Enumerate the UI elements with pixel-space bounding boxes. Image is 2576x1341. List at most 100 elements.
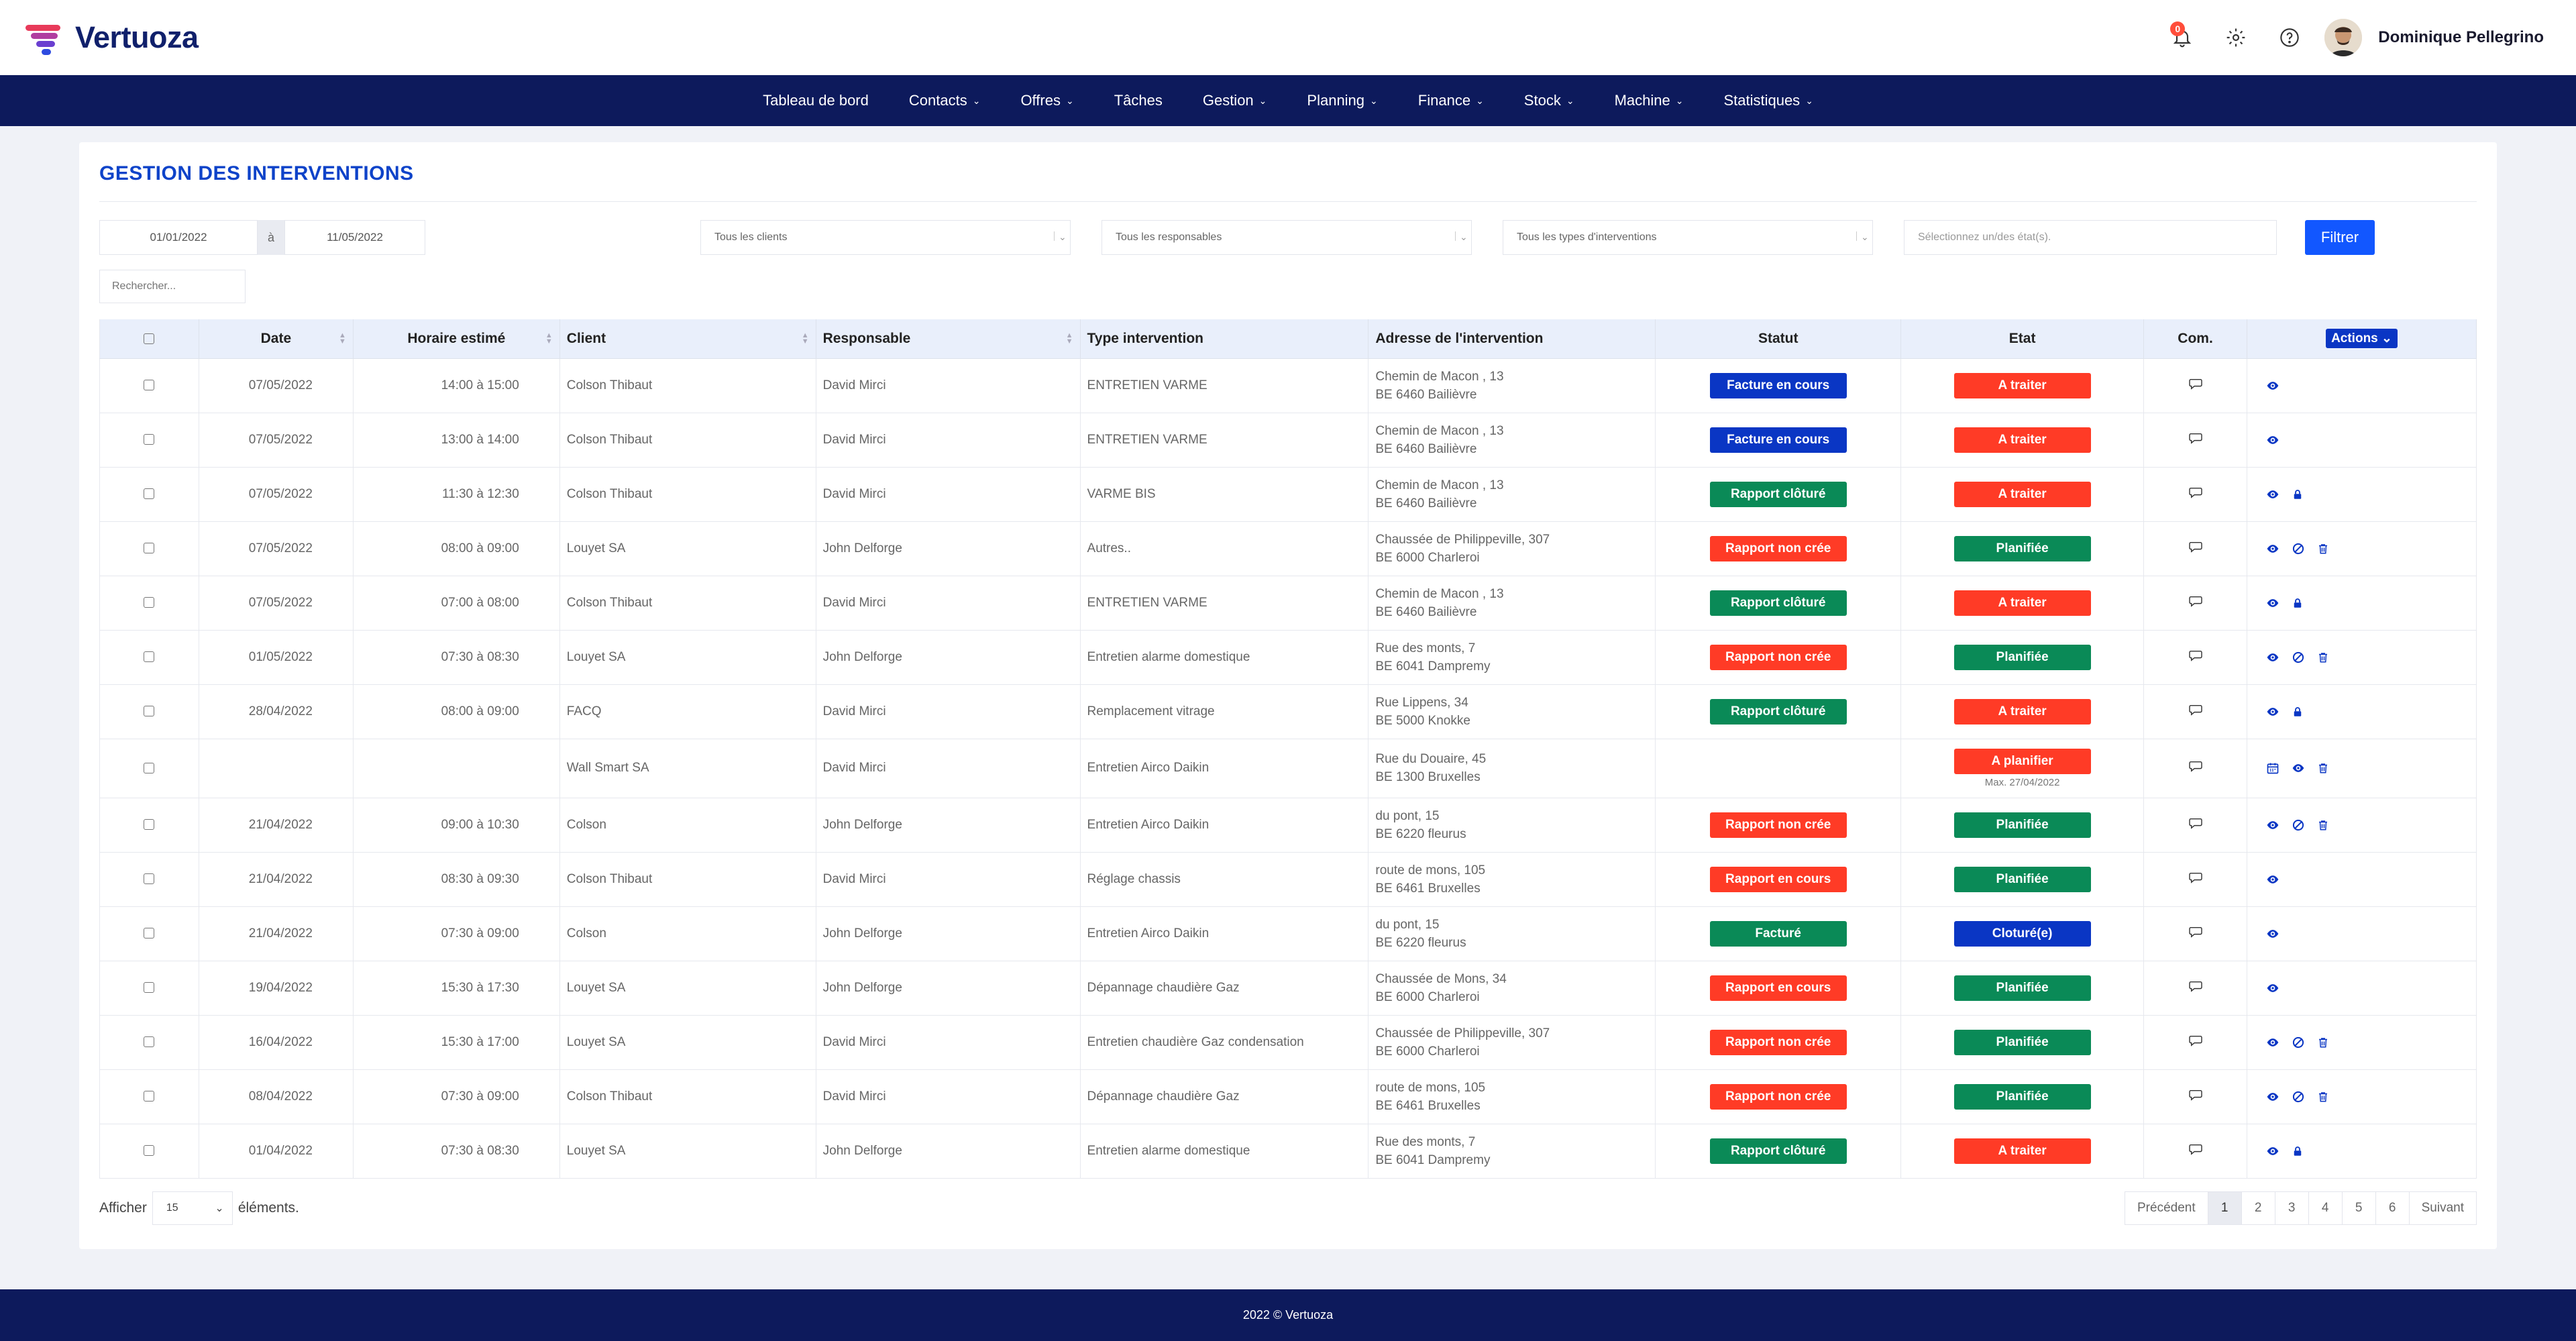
page-button[interactable]: 3: [2275, 1192, 2309, 1224]
comment-icon[interactable]: [2188, 760, 2203, 772]
table-row[interactable]: 21/04/2022 07:30 à 09:00 Colson John Del…: [99, 906, 2477, 961]
page-size-select[interactable]: 15 ⌄: [152, 1191, 233, 1225]
col-statut[interactable]: Statut: [1655, 319, 1902, 359]
date-to-input[interactable]: 11/05/2022: [284, 220, 425, 255]
lock-icon[interactable]: [2292, 597, 2304, 609]
nav-statistiques[interactable]: Statistiques ⌄: [1703, 92, 1833, 109]
table-row[interactable]: 07/05/2022 13:00 à 14:00 Colson Thibaut …: [99, 413, 2477, 468]
filter-button[interactable]: Filtrer: [2305, 220, 2375, 255]
table-row[interactable]: 07/05/2022 11:30 à 12:30 Colson Thibaut …: [99, 467, 2477, 522]
page-button[interactable]: 1: [2208, 1192, 2242, 1224]
nav-contacts[interactable]: Contacts ⌄: [889, 92, 1001, 109]
comment-icon[interactable]: [2188, 1034, 2203, 1047]
table-row[interactable]: 07/05/2022 07:00 à 08:00 Colson Thibaut …: [99, 576, 2477, 631]
actions-dropdown[interactable]: Actions ⌄: [2326, 329, 2398, 349]
view-icon[interactable]: [2266, 705, 2279, 718]
table-row[interactable]: 28/04/2022 08:00 à 09:00 FACQ David Mirc…: [99, 684, 2477, 739]
help-button[interactable]: [2268, 16, 2311, 59]
page-button[interactable]: 4: [2309, 1192, 2343, 1224]
page-button[interactable]: 5: [2343, 1192, 2376, 1224]
row-checkbox[interactable]: [144, 1091, 155, 1102]
table-row[interactable]: 21/04/2022 09:00 à 10:30 Colson John Del…: [99, 798, 2477, 853]
page-button[interactable]: 6: [2376, 1192, 2410, 1224]
row-checkbox[interactable]: [144, 982, 155, 994]
table-row[interactable]: 01/05/2022 07:30 à 08:30 Louyet SA John …: [99, 630, 2477, 685]
comment-icon[interactable]: [2188, 595, 2203, 607]
trash-icon[interactable]: [2317, 818, 2329, 832]
cancel-icon[interactable]: [2292, 1090, 2305, 1104]
responsable-select[interactable]: Tous les responsables ⌄: [1102, 220, 1472, 255]
user-name[interactable]: Dominique Pellegrino: [2378, 28, 2544, 46]
nav-finance[interactable]: Finance ⌄: [1398, 92, 1504, 109]
trash-icon[interactable]: [2317, 1090, 2329, 1104]
page-button[interactable]: 2: [2242, 1192, 2275, 1224]
notifications-button[interactable]: 0: [2161, 16, 2204, 59]
col-date[interactable]: Date ▲ ▼: [199, 319, 354, 359]
trash-icon[interactable]: [2317, 651, 2329, 664]
view-icon[interactable]: [2266, 873, 2279, 886]
view-icon[interactable]: [2266, 488, 2279, 501]
row-checkbox[interactable]: [144, 597, 155, 608]
comment-icon[interactable]: [2188, 817, 2203, 829]
client-select[interactable]: Tous les clients ⌄: [700, 220, 1071, 255]
view-icon[interactable]: [2266, 379, 2279, 392]
user-avatar[interactable]: [2324, 19, 2363, 56]
table-row[interactable]: 07/05/2022 08:00 à 09:00 Louyet SA John …: [99, 521, 2477, 576]
row-checkbox[interactable]: [144, 819, 155, 830]
type-select[interactable]: Tous les types d'interventions ⌄: [1503, 220, 1873, 255]
comment-icon[interactable]: [2188, 486, 2203, 498]
row-checkbox[interactable]: [144, 380, 155, 391]
table-row[interactable]: 01/04/2022 07:30 à 08:30 Louyet SA John …: [99, 1124, 2477, 1179]
cancel-icon[interactable]: [2292, 818, 2305, 832]
trash-icon[interactable]: [2317, 1036, 2329, 1049]
nav-tableau-de-bord[interactable]: Tableau de bord: [743, 92, 889, 109]
row-checkbox[interactable]: [144, 706, 155, 717]
nav-machine[interactable]: Machine ⌄: [1595, 92, 1704, 109]
table-row[interactable]: 21/04/2022 08:30 à 09:30 Colson Thibaut …: [99, 852, 2477, 907]
comment-icon[interactable]: [2188, 649, 2203, 661]
date-from-input[interactable]: 01/01/2022: [99, 220, 258, 255]
select-all-checkbox[interactable]: [144, 333, 155, 345]
row-checkbox[interactable]: [144, 543, 155, 554]
table-row[interactable]: Wall Smart SA David Mirci Entretien Airc…: [99, 739, 2477, 798]
calendar-icon[interactable]: [2266, 761, 2279, 775]
view-icon[interactable]: [2266, 1144, 2279, 1158]
row-checkbox[interactable]: [144, 873, 155, 885]
col-type[interactable]: Type intervention: [1080, 319, 1369, 359]
view-icon[interactable]: [2266, 1090, 2279, 1104]
view-icon[interactable]: [2266, 651, 2279, 664]
table-row[interactable]: 16/04/2022 15:30 à 17:00 Louyet SA David…: [99, 1015, 2477, 1070]
cancel-icon[interactable]: [2292, 542, 2305, 555]
cancel-icon[interactable]: [2292, 1036, 2305, 1049]
col-etat[interactable]: Etat: [1900, 319, 2145, 359]
lock-icon[interactable]: [2292, 488, 2304, 500]
prev-page-button[interactable]: Précédent: [2125, 1192, 2208, 1224]
nav-offres[interactable]: Offres ⌄: [1000, 92, 1093, 109]
trash-icon[interactable]: [2317, 761, 2329, 775]
comment-icon[interactable]: [2188, 378, 2203, 390]
comment-icon[interactable]: [2188, 1089, 2203, 1101]
view-icon[interactable]: [2266, 818, 2279, 832]
search-input[interactable]: [99, 270, 246, 303]
col-horaire[interactable]: Horaire estimé ▲ ▼: [353, 319, 560, 359]
comment-icon[interactable]: [2188, 432, 2203, 444]
comment-icon[interactable]: [2188, 980, 2203, 992]
nav-planning[interactable]: Planning ⌄: [1287, 92, 1397, 109]
col-responsable[interactable]: Responsable ▲ ▼: [816, 319, 1081, 359]
row-checkbox[interactable]: [144, 434, 155, 445]
view-icon[interactable]: [2266, 927, 2279, 941]
comment-icon[interactable]: [2188, 1143, 2203, 1155]
col-adresse[interactable]: Adresse de l'intervention: [1368, 319, 1656, 359]
comment-icon[interactable]: [2188, 541, 2203, 553]
col-client[interactable]: Client ▲ ▼: [559, 319, 816, 359]
row-checkbox[interactable]: [144, 1145, 155, 1157]
cancel-icon[interactable]: [2292, 651, 2305, 664]
row-checkbox[interactable]: [144, 928, 155, 939]
view-icon[interactable]: [2292, 761, 2305, 775]
row-checkbox[interactable]: [144, 651, 155, 663]
trash-icon[interactable]: [2317, 542, 2329, 555]
table-row[interactable]: 19/04/2022 15:30 à 17:30 Louyet SA John …: [99, 961, 2477, 1016]
comment-icon[interactable]: [2188, 926, 2203, 938]
table-row[interactable]: 07/05/2022 14:00 à 15:00 Colson Thibaut …: [99, 358, 2477, 413]
settings-button[interactable]: [2214, 16, 2257, 59]
